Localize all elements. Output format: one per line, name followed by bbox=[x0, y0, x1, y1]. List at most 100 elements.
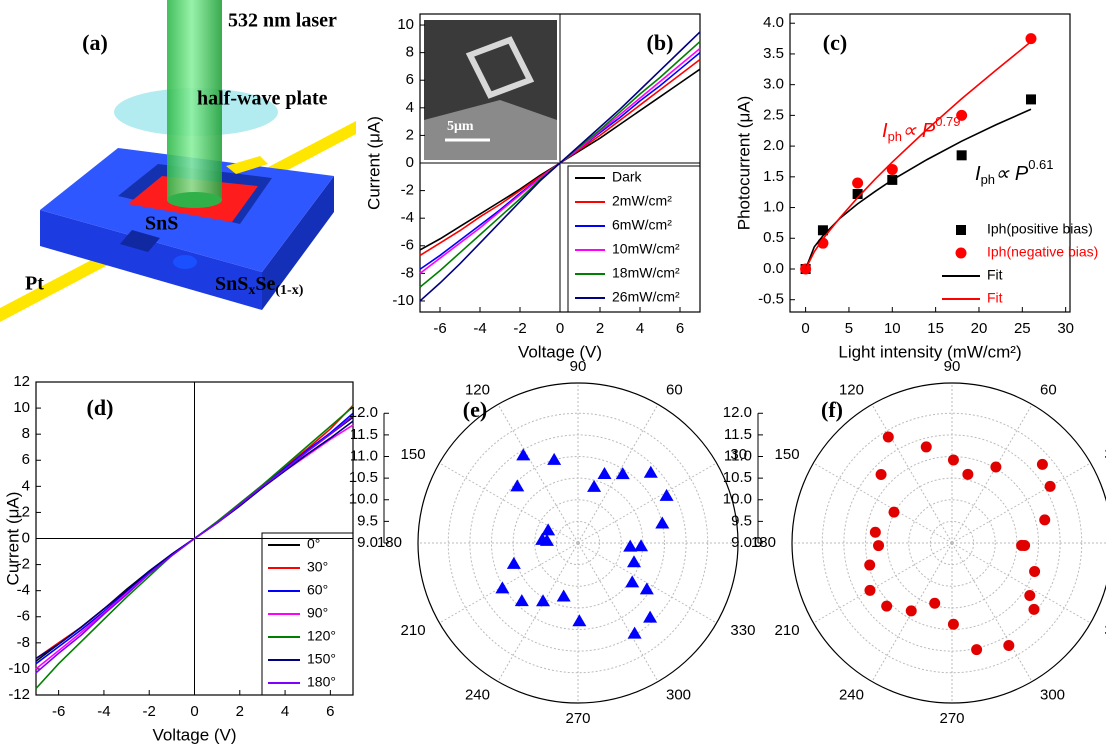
plate-label: half-wave plate bbox=[197, 88, 328, 110]
x-tick-label: 6 bbox=[326, 703, 334, 720]
y-tick-label: 10 bbox=[397, 16, 414, 33]
angular-tick-label: 300 bbox=[1040, 686, 1065, 703]
alloy-part: Se bbox=[255, 273, 275, 295]
legend-label: 150° bbox=[307, 651, 336, 667]
y-tick-label: 8 bbox=[22, 425, 30, 442]
annotation-part: ∝ P bbox=[995, 163, 1029, 185]
point bbox=[929, 597, 941, 609]
legend-label: 0° bbox=[307, 536, 320, 552]
angular-tick-label: 60 bbox=[1040, 382, 1057, 399]
grid-circle bbox=[534, 499, 622, 587]
x-tick-label: -6 bbox=[433, 320, 446, 337]
schematic: (a) 532 nm laser half-wave plate SnS Pt … bbox=[0, 0, 356, 322]
alloy-label: SnSxSe(1-x) bbox=[215, 273, 304, 299]
point bbox=[659, 488, 674, 501]
radial-tick-label: 9.0 bbox=[357, 534, 378, 551]
legend-label: 60° bbox=[307, 582, 328, 598]
angular-grid bbox=[871, 404, 953, 544]
radial-tick-label: 12.0 bbox=[349, 404, 378, 421]
x-tick-label: 6 bbox=[676, 320, 684, 337]
point bbox=[643, 610, 658, 623]
y-tick-label: 8 bbox=[406, 44, 414, 61]
x-axis-label: Voltage (V) bbox=[152, 725, 236, 744]
panel-label: (d) bbox=[87, 395, 114, 420]
x-tick-label: 25 bbox=[1014, 320, 1031, 337]
angular-tick-label: 120 bbox=[465, 382, 490, 399]
angular-tick-label: 60 bbox=[666, 382, 683, 399]
angular-grid bbox=[577, 542, 659, 682]
point bbox=[947, 618, 959, 630]
point bbox=[597, 466, 612, 479]
legend-label: Fit bbox=[987, 267, 1003, 283]
y-tick-label: -4 bbox=[401, 209, 414, 226]
outer-circle bbox=[417, 382, 739, 704]
point bbox=[817, 225, 828, 236]
point bbox=[852, 177, 864, 189]
angular-tick-label: 240 bbox=[839, 686, 864, 703]
y-tick-label: 0 bbox=[406, 154, 414, 171]
radial-tick-label: 11.0 bbox=[350, 447, 378, 464]
radial-tick-label: 11.0 bbox=[724, 447, 752, 464]
point bbox=[539, 533, 554, 546]
legend-label: 180° bbox=[307, 674, 336, 690]
x-tick-label: 0 bbox=[556, 320, 564, 337]
panel-label: (b) bbox=[647, 30, 674, 55]
point bbox=[956, 150, 967, 161]
radial-tick-label: 10.5 bbox=[723, 469, 752, 486]
legend-label: Dark bbox=[612, 169, 643, 185]
y-tick-label: -6 bbox=[401, 237, 414, 254]
block-front bbox=[40, 210, 262, 310]
y-tick-label: 2 bbox=[406, 126, 414, 143]
y-tick-label: 4 bbox=[406, 99, 414, 116]
angular-tick-label: 90 bbox=[570, 358, 587, 375]
angular-tick-label: 210 bbox=[775, 622, 800, 639]
angular-grid bbox=[439, 462, 579, 544]
y-axis-label: Current (μA) bbox=[364, 116, 383, 210]
point bbox=[547, 452, 562, 465]
y-tick-label: 2.0 bbox=[763, 137, 784, 154]
point bbox=[873, 540, 885, 552]
x-tick-label: 2 bbox=[596, 320, 604, 337]
radial-tick-label: 10.0 bbox=[349, 491, 378, 508]
y-tick-label: 0 bbox=[22, 529, 30, 546]
point bbox=[971, 644, 983, 656]
point bbox=[1003, 639, 1015, 651]
annotation-part: 0.61 bbox=[1028, 157, 1053, 172]
point bbox=[905, 605, 917, 617]
point bbox=[510, 479, 525, 492]
y-tick-label: -10 bbox=[8, 660, 30, 677]
y-tick-label: -2 bbox=[17, 556, 30, 573]
point bbox=[1044, 480, 1056, 492]
electrode-dot bbox=[173, 255, 197, 269]
point bbox=[956, 109, 968, 121]
annotation-part: I bbox=[882, 120, 888, 142]
y-tick-label: -8 bbox=[401, 264, 414, 281]
grid-circle bbox=[865, 456, 1039, 630]
angular-tick-label: 330 bbox=[1104, 622, 1106, 639]
point bbox=[495, 581, 510, 594]
y-tick-label: -12 bbox=[8, 686, 30, 703]
panel-label: (f) bbox=[821, 397, 843, 422]
y-tick-label: 0.5 bbox=[763, 229, 784, 246]
block-side bbox=[262, 176, 334, 310]
y-tick-label: 2 bbox=[22, 503, 30, 520]
panel-label: (c) bbox=[823, 30, 847, 55]
y-axis-label: Photocurrent (μA) bbox=[734, 96, 753, 231]
sns-label: SnS bbox=[145, 213, 178, 235]
x-tick-label: 5 bbox=[845, 320, 853, 337]
y-tick-label: 12 bbox=[13, 373, 30, 390]
x-tick-label: 0 bbox=[190, 703, 198, 720]
angular-tick-label: 150 bbox=[401, 446, 426, 463]
annotation-part: ∝ P bbox=[902, 120, 936, 142]
angular-tick-label: 210 bbox=[401, 622, 426, 639]
y-axis-label: Current (μA) bbox=[3, 492, 22, 586]
inset-device bbox=[465, 36, 535, 99]
legend-label: 90° bbox=[307, 605, 328, 621]
x-tick-label: 4 bbox=[281, 703, 289, 720]
point bbox=[1029, 565, 1041, 577]
radial-tick-label: 9.0 bbox=[731, 534, 752, 551]
angular-grid bbox=[951, 404, 1033, 544]
plot-frame bbox=[789, 13, 1071, 313]
x-axis-label: Voltage (V) bbox=[518, 342, 602, 361]
angular-grid bbox=[951, 542, 1033, 682]
